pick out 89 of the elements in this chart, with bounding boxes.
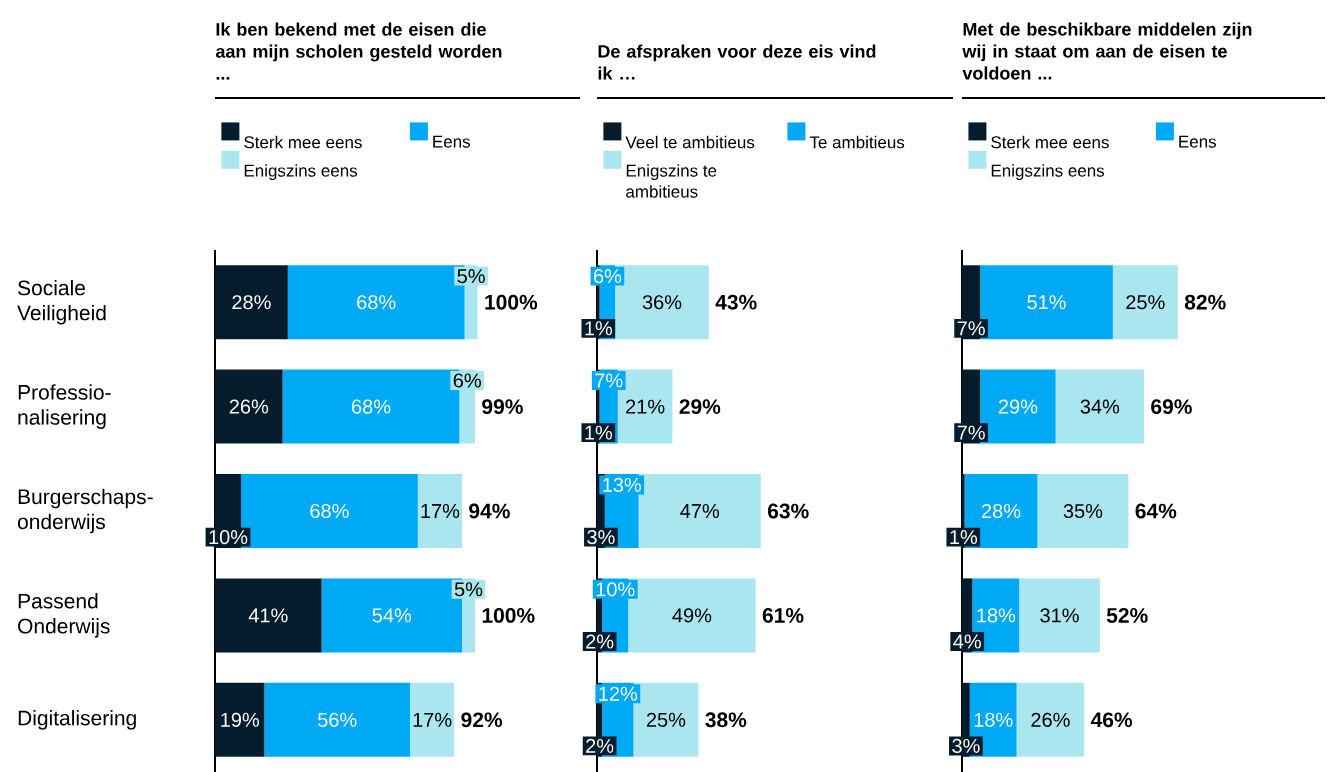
data-label: 51% <box>1027 295 1066 310</box>
bar <box>264 682 410 757</box>
total-label: 100% <box>485 294 538 310</box>
data-label: 31% <box>1040 608 1079 623</box>
data-label: 49% <box>672 608 712 623</box>
data-label: 3% <box>952 738 980 753</box>
chart-title: De afspraken voor deze eis vind ik … <box>598 44 876 80</box>
total-label: 100% <box>482 607 535 623</box>
data-label: 10% <box>596 582 635 597</box>
data-label: 68% <box>310 503 349 519</box>
bar <box>1112 265 1178 340</box>
data-label: 17% <box>421 503 460 519</box>
data-label: 7% <box>957 321 985 336</box>
data-label: 3% <box>587 530 615 545</box>
data-label: 6% <box>593 269 622 284</box>
bar <box>1016 682 1085 757</box>
y-tick-label: Professio-nalisering <box>18 384 111 429</box>
data-label: 18% <box>977 608 1016 623</box>
total-label: 99% <box>482 399 523 415</box>
y-tick-label: Passend Onderwijs <box>18 593 110 638</box>
data-label: 7% <box>957 425 985 440</box>
bar <box>410 682 455 757</box>
y-tick-label: Digitalisering <box>18 710 136 730</box>
data-label: 26% <box>1031 712 1070 727</box>
bar <box>215 578 322 653</box>
legend-label: Sterk mee eens <box>244 135 362 149</box>
data-label: 7% <box>595 373 623 388</box>
bar <box>1055 369 1145 444</box>
data-label: 12% <box>599 686 638 701</box>
data-label: 5% <box>454 582 483 597</box>
legend-label: Eens <box>433 135 471 148</box>
data-label: 4% <box>953 634 981 649</box>
data-label: 18% <box>974 712 1013 727</box>
y-tick-label: Sociale Veiligheid <box>17 279 106 325</box>
data-label: 10% <box>209 530 248 545</box>
bar <box>1037 474 1129 549</box>
data-label: 1% <box>950 530 978 545</box>
data-label: 28% <box>982 503 1021 519</box>
legend-label: Eens <box>1179 135 1217 148</box>
data-label: 17% <box>413 712 452 727</box>
total-label: 92% <box>461 712 503 728</box>
data-label: 68% <box>357 295 396 310</box>
total-label: 38% <box>705 712 747 728</box>
data-label: 41% <box>248 608 288 623</box>
data-label: 5% <box>457 269 485 284</box>
total-label: 61% <box>762 607 804 623</box>
bar <box>215 265 288 340</box>
legend-label: Enigszins eens <box>991 164 1105 181</box>
legend-label: Enigszins te ambitieus <box>626 164 717 198</box>
total-label: 82% <box>1184 294 1226 310</box>
total-label: 29% <box>679 399 721 415</box>
chart-title: Ik ben bekend met de eisen die aan mijn scholen gesteld worden ... <box>215 22 502 80</box>
legend-label: Sterk mee eens <box>991 135 1109 149</box>
legend-label: Veel te ambitieus <box>625 135 755 149</box>
chart-title: Met de beschikbare middelen zijn wij in staat om aan de eisen te voldoen ... <box>962 22 1252 80</box>
data-label: 13% <box>603 477 642 492</box>
data-label: 1% <box>585 425 613 440</box>
total-label: 43% <box>715 294 757 310</box>
legend-label: Te ambitieus <box>809 135 905 149</box>
bar <box>215 369 283 444</box>
legend-label: Enigszins eens <box>244 164 358 181</box>
data-label: 2% <box>586 738 614 753</box>
total-label: 46% <box>1090 712 1133 728</box>
data-label: 2% <box>586 634 614 649</box>
data-label: 6% <box>453 373 481 388</box>
data-label: 56% <box>318 712 357 727</box>
data-label: 36% <box>642 295 682 310</box>
data-label: 25% <box>1126 295 1165 310</box>
data-label: 35% <box>1063 503 1103 519</box>
data-label: 28% <box>232 295 271 310</box>
data-label: 26% <box>229 399 269 414</box>
data-label: 47% <box>680 503 720 519</box>
total-label: 63% <box>767 503 809 519</box>
total-label: 94% <box>469 503 510 519</box>
y-tick-label: Burgerschaps-onderwijs <box>17 488 153 534</box>
bar <box>417 474 463 549</box>
bar <box>215 682 265 757</box>
total-label: 64% <box>1135 503 1177 519</box>
data-label: 25% <box>646 712 686 727</box>
data-label: 21% <box>626 399 665 414</box>
data-label: 54% <box>372 608 412 623</box>
data-label: 34% <box>1080 399 1120 414</box>
data-label: 29% <box>998 399 1038 414</box>
data-label: 19% <box>221 712 260 727</box>
bar <box>1019 578 1100 653</box>
data-label: 1% <box>585 321 613 336</box>
total-label: 52% <box>1106 607 1148 623</box>
total-label: 69% <box>1151 399 1192 415</box>
data-label: 68% <box>352 399 391 414</box>
